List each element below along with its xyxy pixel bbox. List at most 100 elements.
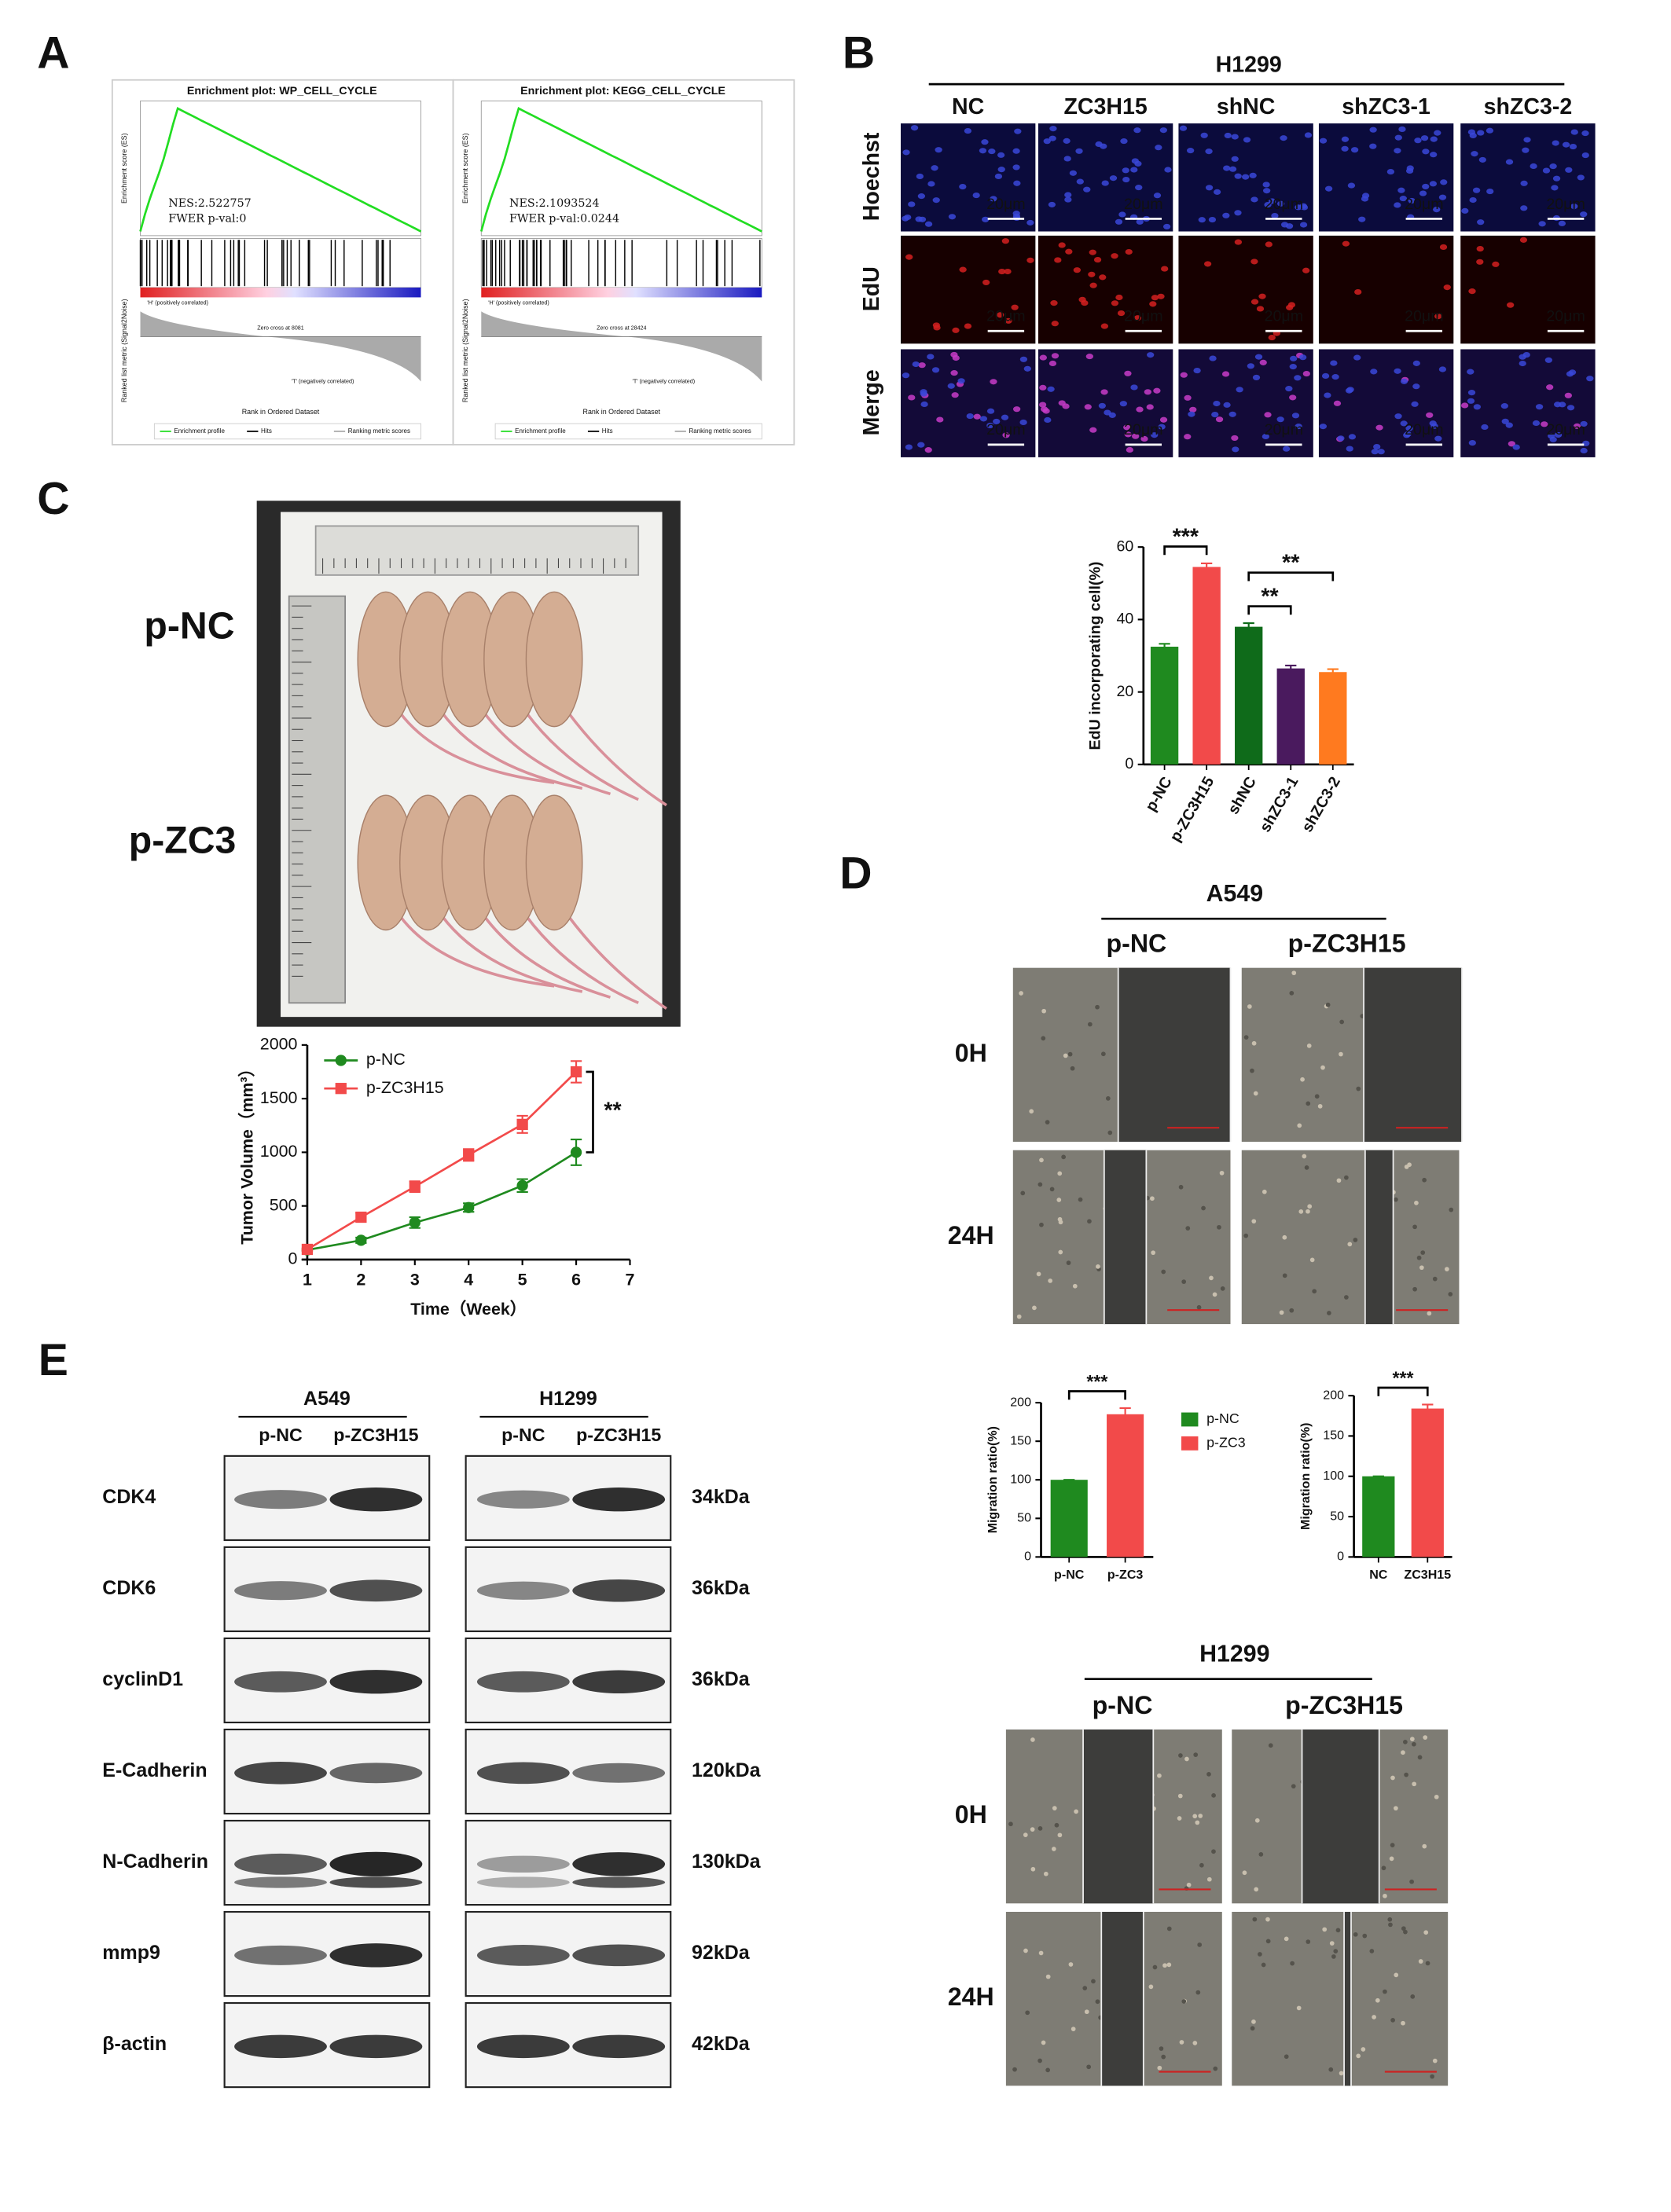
nucleus [1098, 402, 1106, 409]
rank-bar [481, 287, 762, 298]
cell [1157, 1773, 1162, 1778]
cell [1211, 1849, 1216, 1854]
x-tick-label: 2 [356, 1270, 365, 1289]
nucleus [1570, 129, 1578, 135]
cell [1045, 1120, 1050, 1124]
nucleus [1530, 163, 1537, 170]
cell [1434, 1794, 1439, 1799]
cell [1199, 1862, 1204, 1868]
point [355, 1234, 367, 1246]
cell [1196, 1304, 1202, 1310]
nucleus [1221, 371, 1230, 377]
band [476, 2034, 570, 2059]
significance-label: *** [1173, 524, 1199, 549]
nucleus [1433, 207, 1441, 213]
nucleus [1111, 253, 1118, 259]
lane-label: p-NC [259, 1425, 303, 1445]
point [570, 1066, 582, 1078]
cell [1148, 1984, 1154, 1990]
significance-label: *** [1393, 1367, 1414, 1388]
nucleus [1004, 268, 1012, 275]
nucleus [972, 192, 980, 199]
size-label: 34kDa [692, 1486, 751, 1508]
nucleus [1331, 374, 1339, 380]
cell [1242, 1870, 1247, 1876]
cell [1268, 1743, 1273, 1748]
cell [1186, 1882, 1192, 1887]
band [572, 1852, 666, 1876]
nucleus [1026, 257, 1034, 263]
nucleus [927, 354, 935, 360]
nucleus [994, 173, 1003, 180]
nucleus [1394, 368, 1401, 374]
cell [1096, 1264, 1100, 1269]
nucleus [1440, 179, 1448, 185]
cell [1091, 1979, 1096, 1984]
cell [1012, 2067, 1017, 2072]
micrograph [1460, 349, 1596, 457]
cell [1250, 1068, 1254, 1073]
group-title: A549 [1206, 881, 1264, 907]
nucleus [979, 416, 988, 422]
cell [1071, 2027, 1076, 2031]
nucleus [1324, 185, 1333, 192]
cell [1320, 1065, 1325, 1070]
cell [1412, 1224, 1417, 1230]
nucleus [1164, 167, 1172, 173]
nucleus [1570, 204, 1578, 210]
nucleus [1434, 314, 1442, 320]
cell [1322, 1927, 1328, 1932]
nucleus [1153, 193, 1162, 199]
nucleus [1147, 352, 1155, 358]
cell [1430, 2074, 1434, 2079]
nucleus [1044, 416, 1052, 424]
cell [1030, 1866, 1036, 1872]
nucleus [1342, 240, 1350, 247]
nucleus [1262, 433, 1270, 440]
cell [1016, 1314, 1022, 1319]
y-axis-label: Migration ratio(%) [986, 1426, 1000, 1533]
nucleus [1377, 449, 1385, 455]
point [516, 1179, 528, 1191]
cell [1390, 1843, 1395, 1847]
nucleus [1013, 406, 1021, 413]
y-axis-label: Migration ratio(%) [1298, 1423, 1313, 1530]
nucleus [1184, 434, 1192, 440]
nucleus [1135, 185, 1143, 191]
nucleus [1133, 315, 1142, 321]
cell [1297, 1123, 1302, 1128]
cell [1412, 1286, 1417, 1292]
cell [1388, 1922, 1393, 1928]
nucleus [902, 149, 910, 156]
nucleus [1084, 404, 1092, 410]
nucleus [1222, 212, 1230, 218]
cell [1432, 1276, 1438, 1282]
y-tick-label: 60 [1116, 537, 1133, 555]
band [572, 1763, 666, 1783]
cell [1265, 1917, 1270, 1922]
nucleus [1213, 189, 1221, 195]
panel-label: A [37, 28, 69, 78]
nucleus [1430, 152, 1438, 158]
cell [1423, 1930, 1429, 1935]
cell [1151, 1250, 1156, 1256]
nucleus [935, 147, 942, 153]
nucleus [1013, 180, 1021, 186]
nucleus [1581, 130, 1589, 137]
cell [1312, 1289, 1317, 1294]
nucleus [1162, 223, 1171, 230]
cell [1192, 2041, 1198, 2045]
cell [1401, 1926, 1406, 1931]
nucleus [1469, 196, 1477, 204]
nucleus [1542, 167, 1551, 174]
nucleus [1043, 138, 1051, 145]
hits-area [140, 238, 421, 288]
nucleus [1151, 295, 1159, 301]
cell [1178, 1753, 1183, 1758]
nucleus [1264, 412, 1272, 418]
cell [1095, 1004, 1100, 1010]
cell [1209, 1275, 1214, 1281]
nucleus [1104, 409, 1111, 416]
nucleus [1026, 219, 1034, 226]
